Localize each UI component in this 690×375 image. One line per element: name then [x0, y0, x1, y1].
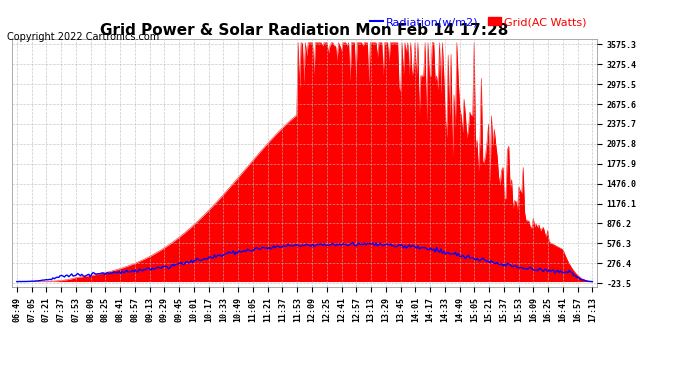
Title: Grid Power & Solar Radiation Mon Feb 14 17:28: Grid Power & Solar Radiation Mon Feb 14 … [101, 23, 509, 38]
Text: Copyright 2022 Cartronics.com: Copyright 2022 Cartronics.com [7, 32, 159, 42]
Legend: Radiation(w/m2), Grid(AC Watts): Radiation(w/m2), Grid(AC Watts) [365, 13, 591, 32]
